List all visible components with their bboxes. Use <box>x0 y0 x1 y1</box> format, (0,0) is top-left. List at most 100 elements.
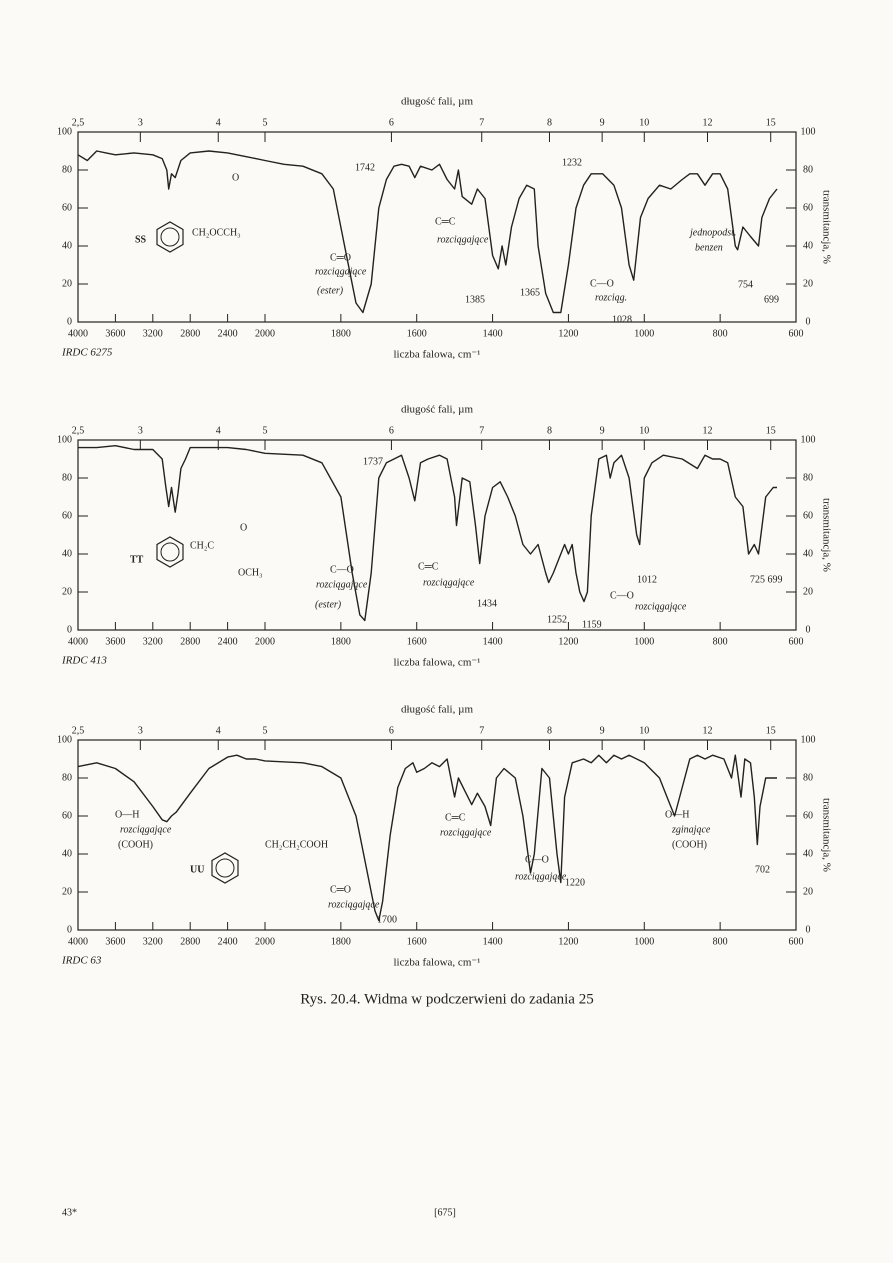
annotation: C═O <box>330 884 351 895</box>
x-tick-label: 1200 <box>558 636 578 647</box>
y2-tick-label: 40 <box>803 848 813 859</box>
x-tick-label: 1600 <box>407 636 427 647</box>
x-tick-label: 1200 <box>558 328 578 339</box>
x-tick-label: 2400 <box>218 936 238 947</box>
x-tick-label: 4000 <box>68 936 88 947</box>
annotation: rozciągające <box>440 827 492 838</box>
plot-frame <box>77 131 797 323</box>
annotation: 1700 <box>377 914 397 925</box>
x2-tick-label: 4 <box>216 117 221 128</box>
annotation: O <box>240 522 247 533</box>
annotation: 1742 <box>355 162 375 173</box>
y-tick-label: 60 <box>62 510 72 521</box>
x2-tick-label: 10 <box>639 117 649 128</box>
annotation: jednopodst. <box>688 227 736 238</box>
annotation: CH₂C <box>190 540 214 551</box>
annotation: (COOH) <box>672 839 707 850</box>
y-tick-label: 60 <box>62 810 72 821</box>
annotation: 725 699 <box>750 574 783 585</box>
annotation: CH₂OCCH₃ <box>192 227 241 238</box>
annotation: rozciągające <box>515 871 567 882</box>
x-tick-label: 1000 <box>634 936 654 947</box>
x-tick-label: 2800 <box>180 636 200 647</box>
x2-tick-label: 6 <box>389 425 394 436</box>
source-label: IRDC 6275 <box>61 347 113 359</box>
y-tick-label: 20 <box>62 586 72 597</box>
x-tick-label: 1200 <box>558 936 578 947</box>
annotation: 1159 <box>582 619 602 630</box>
x-tick-label: 1400 <box>483 636 503 647</box>
y2-tick-label: 100 <box>801 734 816 745</box>
x-tick-label: 1800 <box>331 636 351 647</box>
y2-axis-label: transmitancja, % <box>820 190 832 264</box>
spectrum-line <box>77 150 778 314</box>
x2-tick-label: 8 <box>547 117 552 128</box>
annotation: 1365 <box>520 287 540 298</box>
annotation: rozciąg. <box>595 292 627 303</box>
caption: Rys. 20.4. Widma w podczerwieni do zadan… <box>300 991 593 1007</box>
annotation: C═C <box>445 812 466 823</box>
y2-tick-label: 20 <box>803 278 813 289</box>
y2-tick-label: 80 <box>803 164 813 175</box>
x-tick-label: 1800 <box>331 936 351 947</box>
annotation: benzen <box>695 242 723 253</box>
x-tick-label: 3200 <box>143 936 163 947</box>
benzene-ring <box>156 536 184 568</box>
annotation: rozciągające <box>437 234 489 245</box>
x2-tick-label: 4 <box>216 425 221 436</box>
annotation: C═C <box>418 561 439 572</box>
annotation: C═O <box>330 252 351 263</box>
y-tick-label: 40 <box>62 240 72 251</box>
x2-tick-label: 2,5 <box>72 725 85 736</box>
source-label: IRDC 63 <box>61 955 102 967</box>
y2-tick-label: 20 <box>803 586 813 597</box>
x-tick-label: 1400 <box>483 328 503 339</box>
footer-left: 43* <box>62 1207 77 1218</box>
x2-tick-label: 15 <box>766 425 776 436</box>
x-tick-label: 1600 <box>407 936 427 947</box>
x-tick-label: 3200 <box>143 328 163 339</box>
y2-tick-label: 20 <box>803 886 813 897</box>
y2-tick-label: 0 <box>806 316 811 327</box>
y-tick-label: 100 <box>57 434 72 445</box>
benzene-circle <box>160 227 180 247</box>
annotation: O <box>232 172 239 183</box>
x-tick-label: 2400 <box>218 328 238 339</box>
plot-frame <box>77 439 797 631</box>
x-axis-label: liczba falowa, cm⁻¹ <box>394 657 481 669</box>
x2-tick-label: 15 <box>766 725 776 736</box>
y-tick-label: 80 <box>62 472 72 483</box>
x-tick-label: 800 <box>713 636 728 647</box>
benzene-ring <box>211 852 239 884</box>
source-label: IRDC 413 <box>61 655 107 667</box>
y2-tick-label: 40 <box>803 548 813 559</box>
x2-tick-label: 4 <box>216 725 221 736</box>
annotation: O—H <box>665 809 689 820</box>
x2-tick-label: 6 <box>389 117 394 128</box>
annotation: C—O <box>525 854 549 865</box>
y2-tick-label: 60 <box>803 202 813 213</box>
x-tick-label: 600 <box>789 636 804 647</box>
x2-tick-label: 5 <box>263 117 268 128</box>
x-tick-label: 2800 <box>180 328 200 339</box>
x-tick-label: 3600 <box>105 636 125 647</box>
x-tick-label: 600 <box>789 936 804 947</box>
x-tick-label: 800 <box>713 328 728 339</box>
annotation: 1028 <box>612 314 632 325</box>
top-axis-label: długość fali, µm <box>401 704 473 716</box>
annotation: 754 <box>738 279 753 290</box>
x2-tick-label: 7 <box>479 117 484 128</box>
x2-tick-label: 9 <box>600 425 605 436</box>
annotation: C—O <box>330 564 354 575</box>
benzene-ring <box>156 221 184 253</box>
annotation: 699 <box>764 294 779 305</box>
y2-tick-label: 100 <box>801 126 816 137</box>
x-tick-label: 4000 <box>68 328 88 339</box>
x2-tick-label: 10 <box>639 425 649 436</box>
annotation: rozciągające <box>328 899 380 910</box>
y2-tick-label: 80 <box>803 772 813 783</box>
y-tick-label: 20 <box>62 886 72 897</box>
annotation: rozciągające <box>423 577 475 588</box>
y2-tick-label: 60 <box>803 810 813 821</box>
x-tick-label: 2000 <box>255 636 275 647</box>
